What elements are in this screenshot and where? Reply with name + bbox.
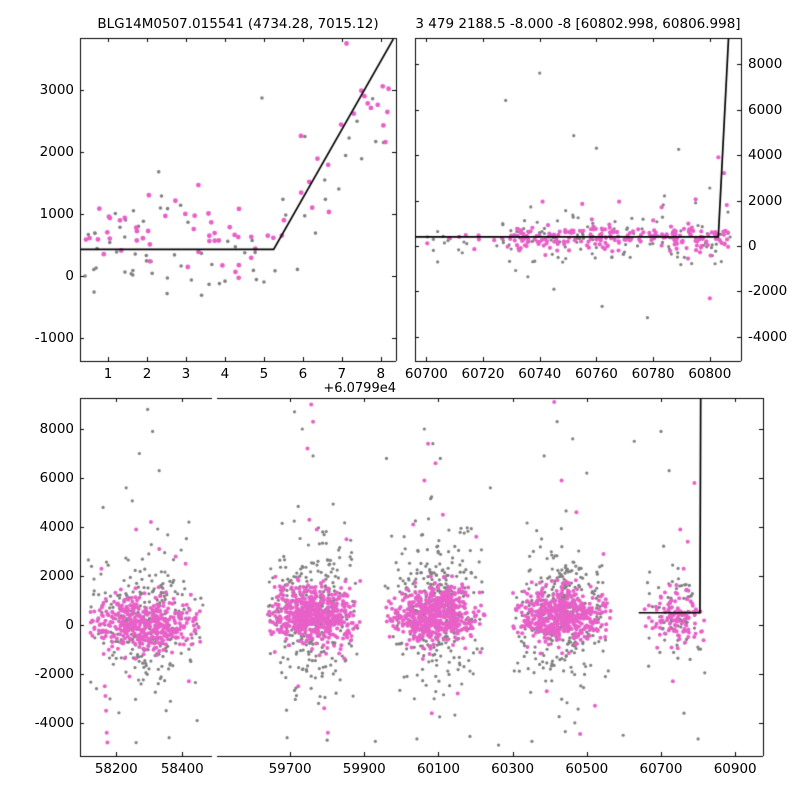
x-tick-label: 58200 (94, 761, 138, 777)
x-tick-label: 1 (103, 366, 113, 382)
y-tick-label: -4000 (748, 328, 788, 345)
x-tick-label: 3 (181, 366, 191, 382)
y-tick-label: 8000 (748, 56, 783, 72)
x-tick-label: 8 (376, 366, 386, 382)
y-tick-label: 2000 (748, 192, 783, 209)
x-tick-label: 60900 (713, 761, 757, 777)
x-tick-label: 58400 (160, 761, 204, 777)
x-tick-label: 60300 (491, 761, 535, 777)
x-tick-label: 60760 (574, 366, 618, 382)
y-tick-label: 1000 (39, 206, 74, 222)
y-tick-label: 0 (748, 238, 757, 254)
x-tick-label: 60700 (404, 366, 448, 382)
x-tick-label: 5 (259, 366, 269, 382)
x-tick-label: 60500 (565, 761, 609, 777)
x-tick-label: 60800 (688, 366, 732, 382)
x-tick-label: 60720 (461, 366, 505, 382)
x-tick-label: 60100 (416, 761, 460, 777)
y-tick-label: 3000 (39, 82, 74, 98)
y-tick-label: 2000 (39, 144, 74, 160)
y-tick-label: -4000 (34, 714, 74, 731)
y-tick-label: 2000 (39, 567, 74, 584)
y-tick-label: -2000 (748, 283, 788, 300)
x-tick-label: 60700 (639, 761, 683, 777)
x-tick-label: 60780 (631, 366, 675, 382)
x-tick-label: 4 (220, 366, 230, 382)
x-tick-label: 2 (142, 366, 152, 382)
y-tick-label: 4000 (39, 518, 74, 535)
y-tick-label: 8000 (39, 420, 74, 437)
x-tick-label: 59700 (268, 761, 312, 777)
y-tick-label: -2000 (34, 665, 74, 682)
y-tick-label: 6000 (748, 101, 783, 118)
y-tick-label: 0 (65, 616, 74, 633)
x-tick-label: 59900 (342, 761, 386, 777)
y-tick-label: 0 (65, 268, 74, 284)
top-left-plot-title: BLG14M0507.015541 (4734.28, 7015.12) (97, 16, 379, 32)
x-axis-offset-label: +6.0799e4 (323, 381, 396, 396)
x-tick-label: 6 (298, 366, 308, 382)
y-tick-label: -1000 (34, 329, 74, 346)
y-tick-label: 4000 (748, 147, 783, 163)
y-tick-label: 6000 (39, 469, 74, 486)
x-tick-label: 7 (337, 366, 347, 382)
x-tick-label: 60740 (518, 366, 562, 382)
top-right-plot-title: 3 479 2188.5 -8.000 -8 [60802.998, 60806… (415, 16, 741, 32)
